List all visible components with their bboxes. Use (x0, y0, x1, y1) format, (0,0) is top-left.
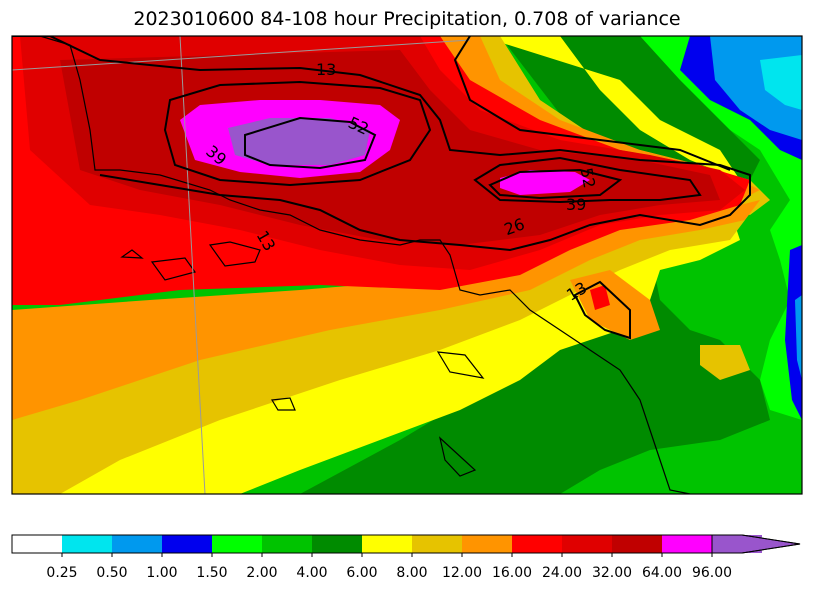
colorbar-tick-label: 12.00 (442, 565, 482, 581)
contour-label: 52 (577, 166, 599, 189)
colorbar-swatch (12, 535, 62, 553)
colorbar-swatch (412, 535, 462, 553)
coastline-lines (39, 36, 691, 494)
colorbar-swatch (62, 535, 112, 553)
colorbar-swatch (212, 535, 262, 553)
colorbar: 0.25 0.50 1.00 1.50 2.00 4.00 6.00 8.00 12.00 16.… (11, 534, 801, 581)
colorbar-tick-label: 32.00 (592, 565, 632, 581)
map-fill (12, 36, 802, 494)
colorbar-tick-label: 96.00 (692, 565, 732, 581)
colorbar-tick-label: 64.00 (642, 565, 682, 581)
colorbar-tick-label: 1.00 (146, 565, 177, 581)
colorbar-swatch (662, 535, 712, 553)
contour-label: 39 (566, 195, 586, 214)
colorbar-swatch (112, 535, 162, 553)
contour-label: 13 (316, 60, 336, 79)
colorbar-swatch (362, 535, 412, 553)
colorbar-swatch (262, 535, 312, 553)
colorbar-swatch (462, 535, 512, 553)
colorbar-outline (11, 534, 801, 554)
colorbar-tick-label: 6.00 (346, 565, 377, 581)
colorbar-tick-label: 1.50 (196, 565, 227, 581)
colorbar-swatch (162, 535, 212, 553)
colorbar-tick-label: 24.00 (542, 565, 582, 581)
contour-lines (12, 36, 751, 340)
map-frame (11, 35, 803, 495)
colorbar-tick-label: 4.00 (296, 565, 327, 581)
colorbar-swatch (612, 535, 662, 553)
colorbar-swatch (512, 535, 562, 553)
colorbar-swatch (312, 535, 362, 553)
colorbar-tick-label: 8.00 (396, 565, 427, 581)
colorbar-tick-label: 0.50 (96, 565, 127, 581)
graticule-lines (12, 36, 471, 494)
colorbar-tick-label: 0.25 (46, 565, 77, 581)
colorbar-tick-label: 2.00 (246, 565, 277, 581)
colorbar-extend-arrow (711, 534, 801, 554)
chart-title: 2023010600 84-108 hour Precipitation, 0.… (133, 8, 681, 30)
colorbar-tick-label: 16.00 (492, 565, 532, 581)
colorbar-swatch (562, 535, 612, 553)
